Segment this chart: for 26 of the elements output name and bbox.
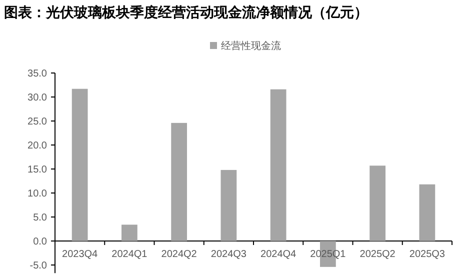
- legend-label: 经营性现金流: [221, 40, 281, 52]
- bar: [121, 224, 138, 241]
- x-tick-label: 2023Q4: [62, 249, 98, 260]
- y-tick-label: 25.0: [28, 116, 48, 128]
- bar: [171, 122, 187, 241]
- y-tick-label: 15.0: [28, 164, 48, 176]
- bar: [220, 170, 237, 241]
- y-tick-label: 30.0: [28, 92, 48, 104]
- bar: [270, 89, 286, 241]
- x-tick-label: 2025Q2: [360, 249, 396, 260]
- x-tick-label: 2024Q4: [260, 249, 297, 260]
- bar: [72, 88, 88, 241]
- x-tick-label: 2024Q2: [161, 249, 198, 260]
- y-tick-label: 20.0: [28, 140, 48, 152]
- x-tick-label: 2025Q1: [310, 249, 346, 260]
- x-tick-label: 2024Q3: [210, 249, 247, 260]
- x-tick-label: 2025Q3: [409, 249, 446, 260]
- y-tick-label: 10.0: [28, 188, 48, 200]
- x-tick-label: 2024Q1: [112, 249, 148, 260]
- bar: [370, 166, 386, 241]
- y-tick-label: 5.0: [33, 212, 48, 224]
- y-tick-label: -5.0: [30, 260, 48, 272]
- chart-title: 图表：光伏玻璃板块季度经营活动现金流净额情况（亿元）: [4, 4, 368, 20]
- bar: [419, 184, 436, 241]
- y-tick-label: 35.0: [28, 68, 48, 80]
- y-tick-label: 0.0: [33, 236, 48, 248]
